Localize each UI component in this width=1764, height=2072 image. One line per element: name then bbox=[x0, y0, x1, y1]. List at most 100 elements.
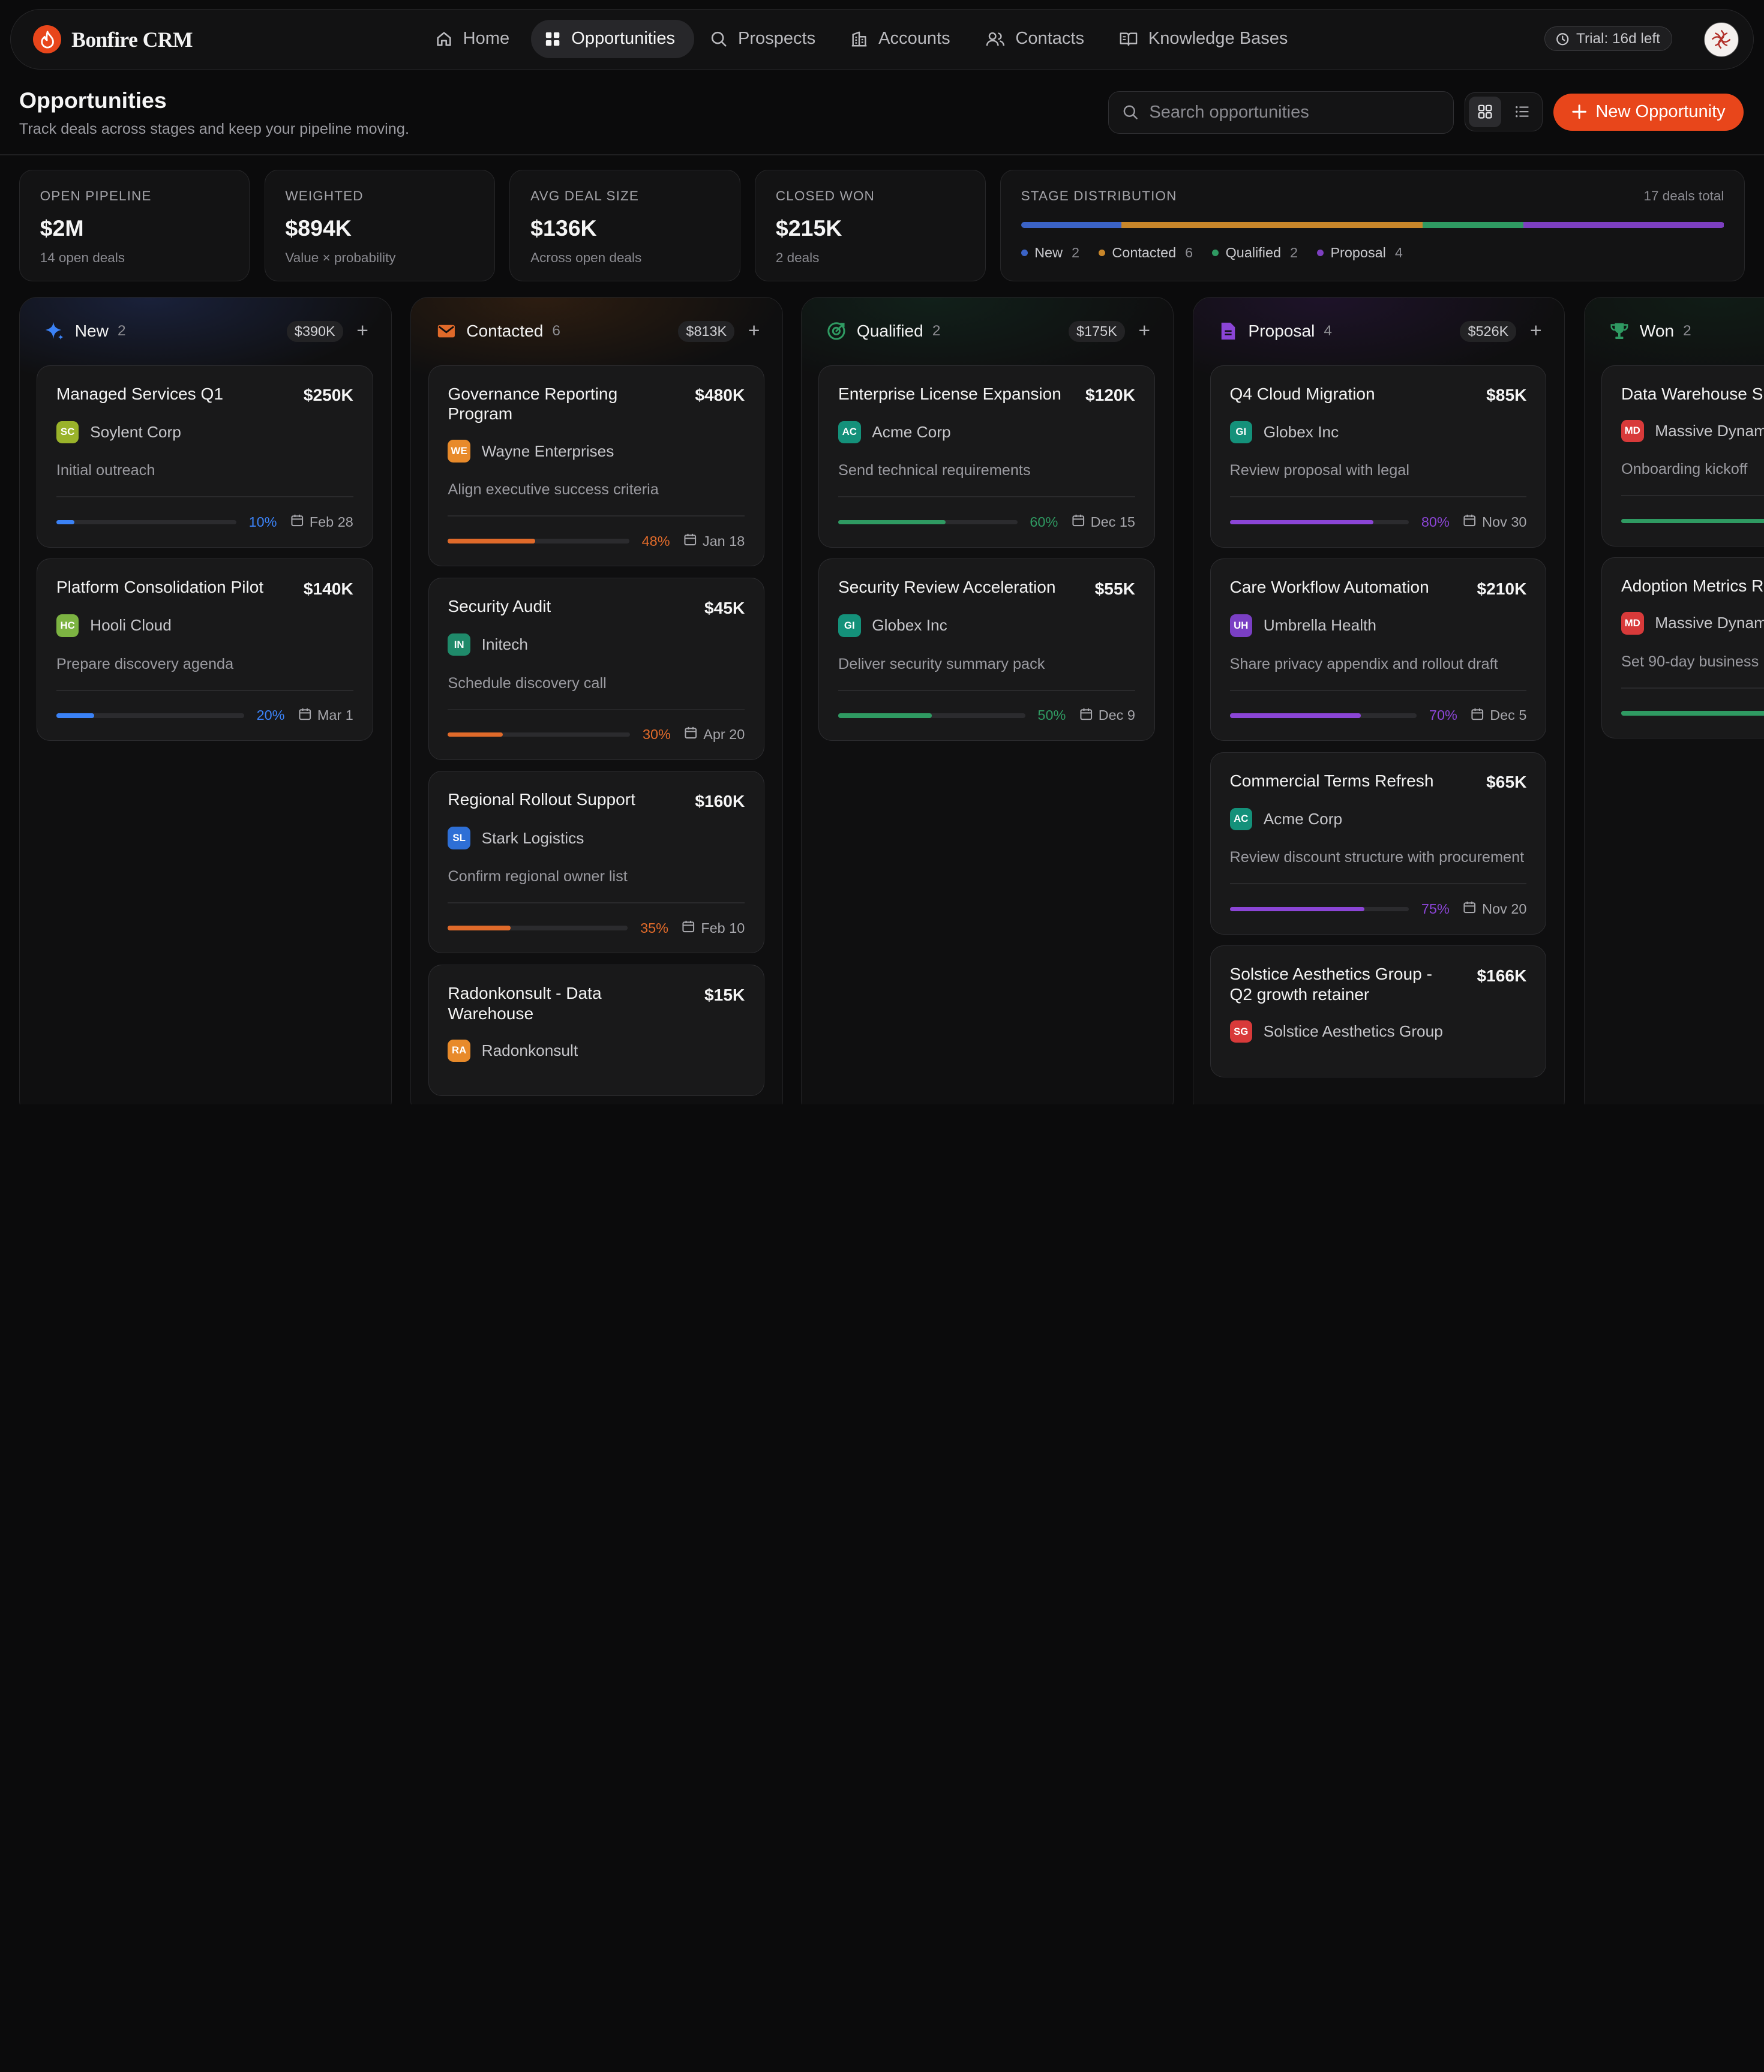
distribution-label: STAGE DISTRIBUTION bbox=[1021, 188, 1177, 204]
clock-icon bbox=[1556, 32, 1569, 45]
stat-sub: 2 deals bbox=[775, 250, 820, 265]
list-icon bbox=[1515, 106, 1529, 118]
nav-item-accounts[interactable]: Accounts bbox=[837, 20, 970, 58]
progress-bar bbox=[448, 926, 628, 930]
distribution-segment bbox=[1021, 222, 1122, 228]
stat-label: AVG DEAL SIZE bbox=[530, 188, 640, 204]
opportunity-card[interactable]: Security Audit $45K IN Initech Schedule disc… bbox=[428, 577, 765, 760]
brand[interactable]: Bonfire CRM bbox=[33, 25, 193, 54]
calendar-icon bbox=[1079, 707, 1093, 725]
board-view-button[interactable] bbox=[1468, 97, 1502, 127]
add-card-button[interactable]: + bbox=[356, 319, 368, 343]
column-count: 2 bbox=[117, 323, 126, 340]
company-badge: AC bbox=[838, 421, 861, 443]
card-divider bbox=[56, 496, 353, 497]
opportunity-card[interactable]: Data Warehouse S MD Massive Dynam Onboardin… bbox=[1601, 365, 1764, 546]
progress-bar bbox=[1229, 519, 1409, 524]
users-icon bbox=[986, 32, 1004, 46]
progress-bar bbox=[838, 519, 1018, 524]
stat-value: $136K bbox=[530, 215, 597, 241]
opportunity-card[interactable]: Managed Services Q1 $250K SC Soylent Corp In… bbox=[37, 365, 373, 548]
trial-badge[interactable]: Trial: 16d left bbox=[1544, 26, 1672, 52]
column-title: Won bbox=[1639, 322, 1675, 341]
company-name: Massive Dynam bbox=[1655, 421, 1764, 440]
legend-item: Proposal 4 bbox=[1316, 244, 1403, 261]
card-amount: $45K bbox=[704, 598, 745, 617]
opportunity-card[interactable]: Security Review Acceleration $55K GI Globex… bbox=[818, 558, 1155, 741]
distribution-segment bbox=[1523, 222, 1724, 228]
close-date: Dec 9 bbox=[1079, 707, 1135, 725]
opportunity-card[interactable]: Q4 Cloud Migration $85K GI Globex Inc Review… bbox=[1210, 365, 1547, 548]
opportunity-card[interactable]: Platform Consolidation Pilot $140K HC Hooli… bbox=[37, 558, 373, 741]
calendar-icon bbox=[1463, 900, 1477, 918]
legend-count: 4 bbox=[1394, 244, 1403, 260]
progress-fill bbox=[838, 713, 932, 718]
brand-name: Bonfire CRM bbox=[71, 27, 193, 52]
add-card-button[interactable]: + bbox=[748, 319, 760, 343]
opportunity-card[interactable]: Governance Reporting Program $480K WE Wayne… bbox=[428, 365, 765, 567]
card-footer: 50% Dec 9 bbox=[838, 691, 1135, 741]
stat-sub: Across open deals bbox=[530, 250, 642, 265]
nav-item-contacts[interactable]: Contacts bbox=[971, 20, 1103, 58]
opportunity-card[interactable]: Care Workflow Automation $210K UH Umbrella … bbox=[1210, 558, 1547, 741]
company-name: Stark Logistics bbox=[481, 828, 584, 847]
legend-label: New bbox=[1034, 244, 1063, 260]
opportunity-card[interactable]: Radonkonsult - Data Warehouse $15K RA Radon… bbox=[428, 964, 765, 1097]
distribution-legend: New 2 Contacted 6 Qualified 2 Proposal 4 bbox=[1021, 245, 1724, 261]
add-card-button[interactable]: + bbox=[1138, 319, 1151, 343]
stat-label: CLOSED WON bbox=[775, 188, 875, 204]
card-company: GI Globex Inc bbox=[1229, 421, 1527, 443]
card-header: Security Audit $45K bbox=[448, 596, 745, 618]
progress-percent: 75% bbox=[1421, 900, 1450, 917]
nav-item-home[interactable]: Home bbox=[421, 20, 529, 58]
opportunity-card[interactable]: Adoption Metrics R MD Massive Dynam Set 90-… bbox=[1601, 557, 1764, 739]
opportunity-card[interactable]: Enterprise License Expansion $120K AC Acme … bbox=[818, 365, 1155, 548]
card-header: Managed Services Q1 $250K bbox=[56, 384, 353, 406]
column-count: 2 bbox=[1683, 323, 1691, 340]
user-avatar[interactable] bbox=[1703, 22, 1739, 57]
nav-item-knowledge-bases[interactable]: Knowledge Bases bbox=[1106, 20, 1307, 58]
nav-item-opportunities[interactable]: Opportunities bbox=[530, 19, 694, 58]
company-badge: SG bbox=[1229, 1020, 1252, 1043]
card-divider bbox=[448, 515, 745, 517]
card-divider bbox=[1229, 689, 1527, 691]
close-date: Nov 30 bbox=[1463, 514, 1526, 531]
column-header: New 2 $390K + bbox=[20, 298, 391, 365]
nav-item-prospects[interactable]: Prospects bbox=[697, 20, 835, 58]
card-divider bbox=[838, 496, 1135, 497]
search-input[interactable] bbox=[1149, 103, 1431, 122]
progress-bar bbox=[1229, 713, 1417, 718]
card-amount: $120K bbox=[1085, 386, 1135, 405]
stat-sub: Value × probability bbox=[285, 250, 396, 265]
card-header: Data Warehouse S bbox=[1621, 384, 1764, 404]
opportunity-card[interactable]: Regional Rollout Support $160K SL Stark Log… bbox=[428, 771, 765, 954]
card-footer: 48% Jan 18 bbox=[448, 517, 745, 566]
card-title: Security Audit bbox=[448, 596, 551, 615]
column-title: New bbox=[74, 322, 109, 341]
calendar-icon bbox=[684, 726, 698, 743]
card-title: Enterprise License Expansion bbox=[838, 384, 1061, 403]
close-date-text: Nov 20 bbox=[1482, 900, 1527, 917]
progress-fill bbox=[1229, 906, 1364, 911]
stat-open-pipeline: OPEN PIPELINE $2M 14 open deals bbox=[19, 170, 250, 281]
list-view-button[interactable] bbox=[1506, 97, 1538, 127]
close-date-text: Mar 1 bbox=[317, 707, 353, 723]
card-title: Solstice Aesthetics Group - Q2 growth re… bbox=[1229, 965, 1432, 1004]
card-amount: $250K bbox=[303, 386, 353, 405]
trial-text: Trial: 16d left bbox=[1576, 30, 1660, 47]
new-opportunity-button[interactable]: New Opportunity bbox=[1553, 93, 1744, 131]
card-company: AC Acme Corp bbox=[838, 421, 1135, 443]
card-header: Q4 Cloud Migration $85K bbox=[1230, 384, 1527, 406]
card-footer: 35% Feb 10 bbox=[448, 903, 745, 953]
close-date-text: Apr 20 bbox=[703, 726, 745, 743]
card-title: Regional Rollout Support bbox=[448, 790, 635, 809]
add-card-button[interactable]: + bbox=[1529, 319, 1542, 343]
progress-bar bbox=[1621, 518, 1764, 523]
opportunity-card[interactable]: Commercial Terms Refresh $65K AC Acme Corp R… bbox=[1210, 752, 1547, 935]
opportunity-card[interactable]: Solstice Aesthetics Group - Q2 growth re… bbox=[1210, 945, 1547, 1077]
card-footer bbox=[1621, 496, 1764, 546]
close-date: Feb 28 bbox=[290, 514, 353, 531]
card-divider bbox=[838, 689, 1135, 691]
progress-bar bbox=[56, 519, 236, 524]
card-company: MD Massive Dynam bbox=[1621, 612, 1764, 635]
